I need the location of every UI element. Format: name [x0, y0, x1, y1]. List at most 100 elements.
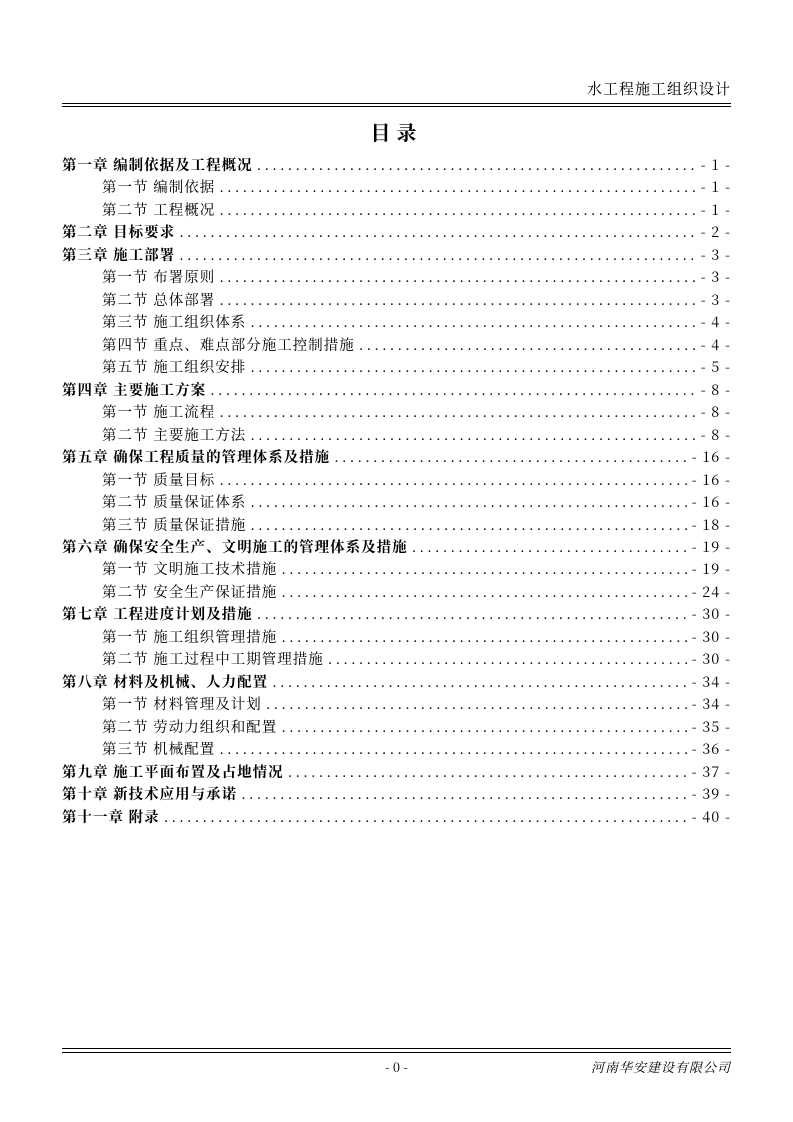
toc-section-row: 第二节 工程概况- 1 -	[62, 199, 731, 221]
toc-leader-dots	[334, 446, 687, 468]
toc-page-number: - 8 -	[701, 401, 731, 423]
toc-page-number: - 37 -	[692, 761, 731, 783]
toc-section-row: 第一节 文明施工技术措施- 19 -	[62, 558, 731, 580]
toc-entry-label: 第五节 施工组织安排	[102, 356, 246, 378]
toc-page-number: - 34 -	[692, 693, 731, 715]
toc-page-number: - 19 -	[692, 558, 731, 580]
toc-section-row: 第一节 施工组织管理措施- 30 -	[62, 626, 731, 648]
toc-page-number: - 1 -	[701, 176, 731, 198]
toc-section-row: 第一节 布署原则 - 3 -	[62, 266, 731, 288]
toc-page-number: - 18 -	[692, 514, 731, 536]
toc-section-row: 第二节 劳动力组织和配置 - 35 -	[62, 716, 731, 738]
footer-company: 河南华安建设有限公司	[508, 1057, 731, 1076]
toc-section-row: 第三节 机械配置- 36 -	[62, 738, 731, 760]
toc-page-number: - 1 -	[701, 154, 731, 176]
toc-chapter-row: 第九章 施工平面布置及占地情况 - 37 -	[62, 761, 731, 783]
toc-page-number: - 16 -	[692, 469, 731, 491]
toc-page-number: - 34 -	[692, 671, 731, 693]
toc-entry-label: 第二节 总体部署	[102, 289, 215, 311]
toc-page-number: - 16 -	[692, 446, 731, 468]
toc-page-number: - 4 -	[701, 334, 731, 356]
toc-entry-label: 第一节 施工流程	[102, 401, 215, 423]
toc-page-number: - 35 -	[692, 716, 731, 738]
toc-page-number: - 19 -	[692, 536, 731, 558]
toc-entry-label: 第二章 目标要求	[62, 221, 175, 243]
toc-title: 目录	[62, 117, 731, 146]
toc-chapter-row: 第四章 主要施工方案- 8 -	[62, 379, 731, 401]
toc-section-row: 第二节 主要施工方法- 8 -	[62, 424, 731, 446]
toc-leader-dots	[281, 558, 687, 580]
toc-section-row: 第一节 施工流程 - 8 -	[62, 401, 731, 423]
toc-page-number: - 2 -	[701, 221, 731, 243]
toc-leader-dots	[250, 424, 696, 446]
toc-leader-dots	[219, 199, 696, 221]
toc-page-number: - 5 -	[701, 356, 731, 378]
toc-chapter-row: 第八章 材料及机械、人力配置 - 34 -	[62, 671, 731, 693]
toc-entry-label: 第二节 劳动力组织和配置	[102, 716, 277, 738]
toc-entry-label: 第五章 确保工程质量的管理体系及措施	[62, 446, 330, 468]
toc-entry-label: 第九章 施工平面布置及占地情况	[62, 761, 284, 783]
toc-entry-label: 第三节 施工组织体系	[102, 311, 246, 333]
toc-leader-dots	[219, 738, 687, 760]
toc-leader-dots	[250, 311, 696, 333]
toc-page-number: - 3 -	[701, 266, 731, 288]
toc-section-row: 第五节 施工组织安排 - 5 -	[62, 356, 731, 378]
toc-entry-label: 第一节 布署原则	[102, 266, 215, 288]
toc-section-row: 第二节 总体部署 - 3 -	[62, 289, 731, 311]
toc-chapter-row: 第五章 确保工程质量的管理体系及措施 - 16 -	[62, 446, 731, 468]
toc-leader-dots	[241, 783, 687, 805]
toc-leader-dots	[219, 469, 687, 491]
toc-chapter-row: 第十章 新技术应用与承诺 - 39 -	[62, 783, 731, 805]
toc-entry-label: 第二节 安全生产保证措施	[102, 581, 277, 603]
toc-leader-dots	[164, 806, 688, 828]
toc-leader-dots	[219, 176, 696, 198]
toc-page-number: - 1 -	[701, 199, 731, 221]
toc-entry-label: 第二节 质量保证体系	[102, 491, 246, 513]
toc-entry-label: 第三节 质量保证措施	[102, 514, 246, 536]
toc-entry-label: 第三章 施工部署	[62, 244, 175, 266]
header-right-text: 水工程施工组织设计	[587, 78, 731, 99]
toc-leader-dots	[250, 514, 687, 536]
toc-section-row: 第三节 施工组织体系- 4 -	[62, 311, 731, 333]
footer-page-number: - 0 -	[285, 1057, 508, 1076]
toc-page-number: - 3 -	[701, 244, 731, 266]
toc-leader-dots	[219, 289, 696, 311]
toc-leader-dots	[257, 603, 688, 625]
toc-entry-label: 第一章 编制依据及工程概况	[62, 154, 253, 176]
footer-inner: - 0 - 河南华安建设有限公司	[62, 1052, 731, 1076]
toc-chapter-row: 第六章 确保安全生产、文明施工的管理体系及措施- 19 -	[62, 536, 731, 558]
toc-leader-dots	[250, 356, 696, 378]
toc-entry-label: 第一节 施工组织管理措施	[102, 626, 277, 648]
toc-leader-dots	[179, 244, 696, 266]
toc-chapter-row: 第七章 工程进度计划及措施- 30 -	[62, 603, 731, 625]
toc-chapter-row: 第二章 目标要求 - 2 -	[62, 221, 731, 243]
toc-leader-dots	[266, 693, 688, 715]
toc-leader-dots	[288, 761, 688, 783]
toc-section-row: 第二节 质量保证体系 - 16 -	[62, 491, 731, 513]
toc-section-row: 第一节 编制依据- 1 -	[62, 176, 731, 198]
header-rule-bottom	[62, 106, 731, 107]
toc-chapter-row: 第一章 编制依据及工程概况 - 1 -	[62, 154, 731, 176]
toc-entry-label: 第二节 主要施工方法	[102, 424, 246, 446]
toc-leader-dots	[281, 626, 687, 648]
toc-entry-label: 第四章 主要施工方案	[62, 379, 206, 401]
toc-entry-label: 第三节 机械配置	[102, 738, 215, 760]
toc-page-number: - 3 -	[701, 289, 731, 311]
toc-entry-label: 第十章 新技术应用与承诺	[62, 783, 237, 805]
toc-leader-dots	[412, 536, 688, 558]
toc-page-number: - 40 -	[692, 806, 731, 828]
toc-section-row: 第一节 材料管理及计划 - 34 -	[62, 693, 731, 715]
toc-page-number: - 30 -	[692, 603, 731, 625]
toc-section-row: 第二节 施工过程中工期管理措施- 30 -	[62, 648, 731, 670]
toc-entry-label: 第二节 施工过程中工期管理措施	[102, 648, 324, 670]
toc-entry-label: 第一节 材料管理及计划	[102, 693, 262, 715]
toc-entry-label: 第八章 材料及机械、人力配置	[62, 671, 268, 693]
toc-leader-dots	[179, 221, 696, 243]
toc-section-row: 第三节 质量保证措施 - 18 -	[62, 514, 731, 536]
toc-page-number: - 39 -	[692, 783, 731, 805]
toc-chapter-row: 第三章 施工部署 - 3 -	[62, 244, 731, 266]
page-header: 水工程施工组织设计	[62, 78, 731, 103]
toc-leader-dots	[210, 379, 696, 401]
header-rule-top	[62, 103, 731, 104]
toc-page-number: - 16 -	[692, 491, 731, 513]
